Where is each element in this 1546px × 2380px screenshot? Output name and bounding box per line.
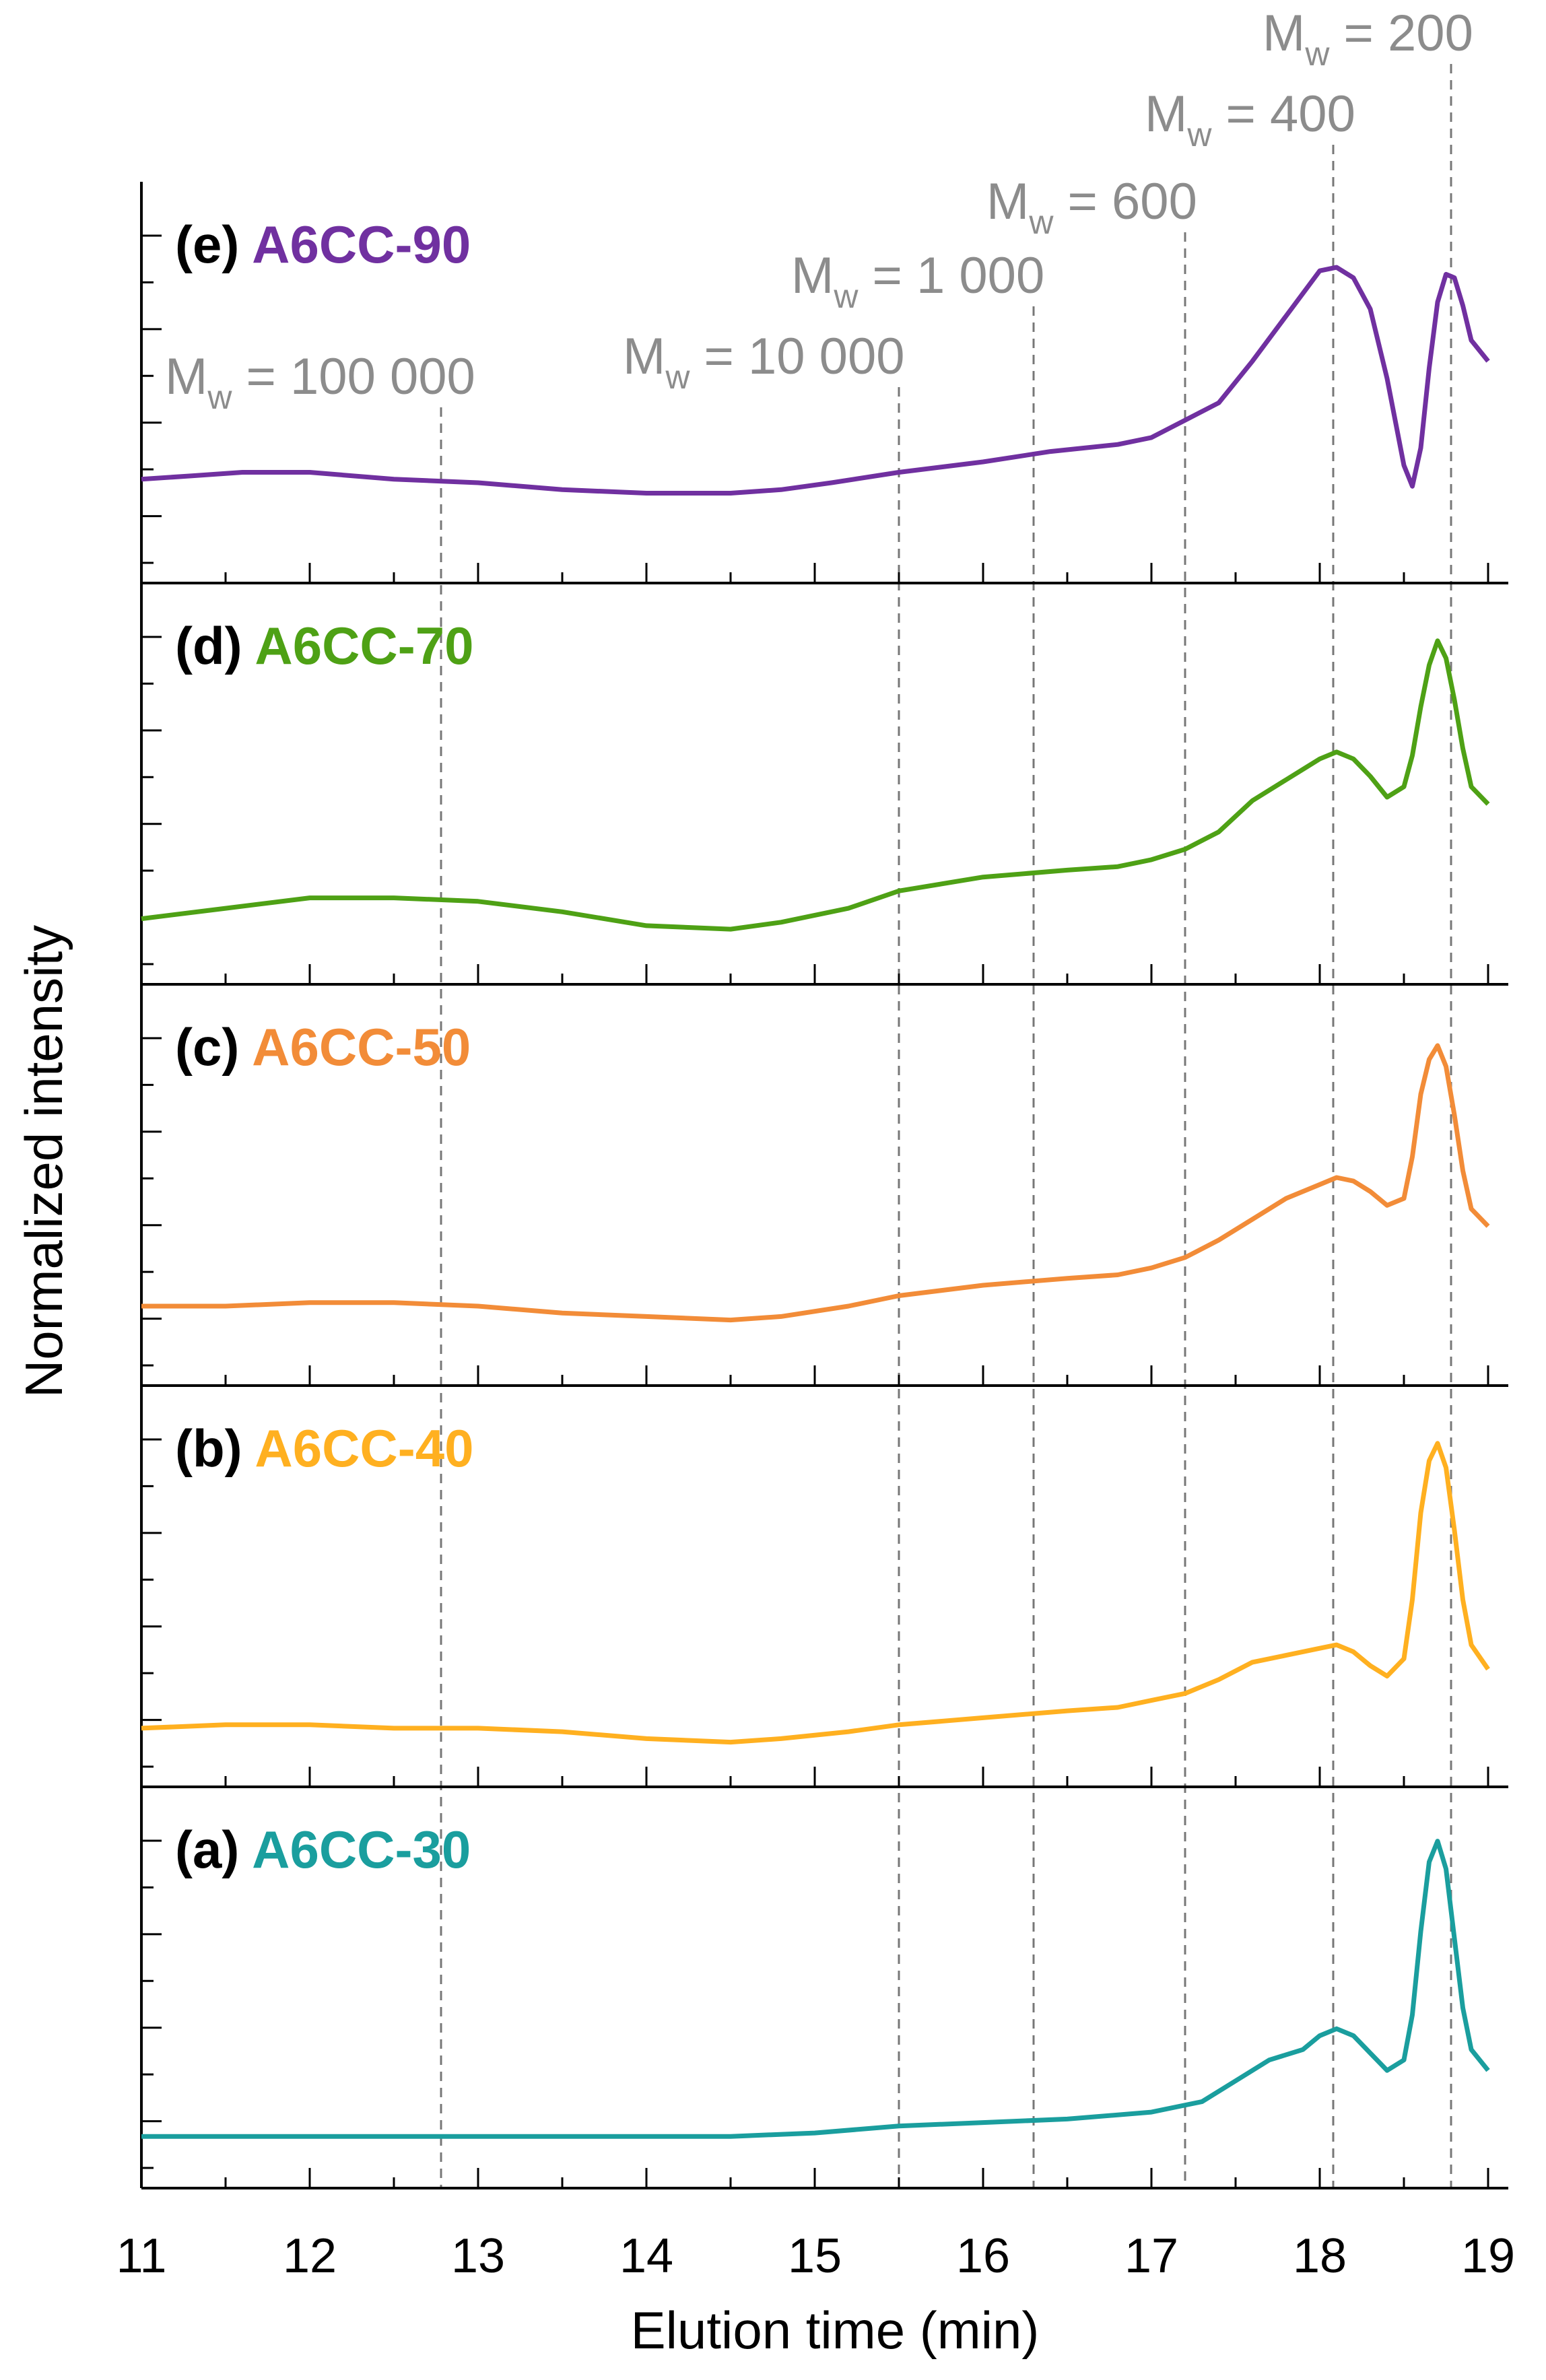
panel-label: (d) A6CC-70: [175, 616, 473, 675]
mw-symbol: M: [1263, 5, 1305, 62]
molecular-weight-reference-lines: [440, 64, 1452, 2188]
panel-a6cc-40: (b) A6CC-40: [140, 1386, 1508, 1788]
series-line-a6cc-30: [141, 1839, 1490, 2139]
mw-label: Mw = 100 000: [165, 348, 475, 416]
mw-value: = 600: [1053, 173, 1197, 230]
mw-subscript: w: [1186, 116, 1212, 154]
panel-label: (c) A6CC-50: [175, 1017, 471, 1077]
mw-subscript: w: [207, 378, 232, 416]
panel-a6cc-90: (e) A6CC-90: [140, 182, 1508, 584]
mw-value: = 10 000: [690, 328, 904, 385]
x-tick-label: 18: [1293, 2229, 1347, 2283]
y-axis-label: Normalized intensity: [14, 925, 73, 1398]
x-axis: 11 12 13 14 15 16 17 18 19: [116, 2229, 1515, 2283]
mw-value: = 100 000: [232, 348, 475, 405]
x-tick-label: 19: [1461, 2229, 1515, 2283]
series-line-a6cc-50: [141, 1043, 1490, 1323]
mw-value: = 1 000: [858, 247, 1044, 304]
series-line-a6cc-70: [141, 638, 1490, 932]
panel-label: (b) A6CC-40: [175, 1419, 473, 1478]
mw-value: = 400: [1211, 86, 1355, 143]
panel-letter: (a): [175, 1820, 252, 1879]
panel-a6cc-30: (a) A6CC-30: [140, 1787, 1508, 2189]
mw-label: Mw = 1 000: [791, 247, 1044, 315]
x-tick-label: 12: [283, 2229, 337, 2283]
mw-label: Mw = 10 000: [623, 328, 905, 396]
mw-label: Mw = 400: [1145, 86, 1355, 154]
mw-symbol: M: [791, 247, 834, 304]
mw-symbol: M: [623, 328, 665, 385]
mw-subscript: w: [1028, 203, 1054, 241]
panel-letter: (e): [175, 215, 252, 274]
x-tick-label: 17: [1124, 2229, 1178, 2283]
mw-label: Mw = 200: [1263, 5, 1473, 73]
panel-label: (e) A6CC-90: [175, 215, 471, 274]
panel-a6cc-70: (d) A6CC-70: [140, 583, 1508, 986]
mw-symbol: M: [165, 348, 207, 405]
mw-value: = 200: [1329, 5, 1473, 62]
x-tick-label: 14: [619, 2229, 673, 2283]
stacked-panels: (e) A6CC-90 (d) A6CC-70 (c) A6CC-50 (b) A6C…: [140, 182, 1508, 2189]
panel-letter: (b): [175, 1419, 255, 1478]
x-tick-label: 11: [116, 2229, 167, 2283]
panel-sample-name: A6CC-30: [252, 1820, 471, 1879]
series-line-a6cc-40: [141, 1441, 1490, 1745]
mw-subscript: w: [1304, 35, 1330, 73]
panel-label: (a) A6CC-30: [175, 1820, 471, 1879]
mw-subscript: w: [833, 277, 859, 315]
panel-sample-name: A6CC-50: [252, 1017, 471, 1077]
panel-sample-name: A6CC-70: [255, 616, 473, 675]
mw-label: Mw = 600: [986, 173, 1197, 241]
panel-sample-name: A6CC-40: [255, 1419, 473, 1478]
panel-a6cc-50: (c) A6CC-50: [140, 984, 1508, 1387]
panel-sample-name: A6CC-90: [252, 215, 471, 274]
x-tick-label: 16: [956, 2229, 1010, 2283]
x-axis-label: Elution time (min): [631, 2301, 1040, 2360]
x-tick-label: 13: [451, 2229, 505, 2283]
x-tick-label: 15: [788, 2229, 842, 2283]
mw-symbol: M: [1145, 86, 1187, 143]
mw-symbol: M: [986, 173, 1029, 230]
mw-subscript: w: [665, 358, 690, 396]
series-line-a6cc-90: [141, 265, 1490, 496]
panel-letter: (d): [175, 616, 255, 675]
panel-letter: (c): [175, 1017, 252, 1077]
